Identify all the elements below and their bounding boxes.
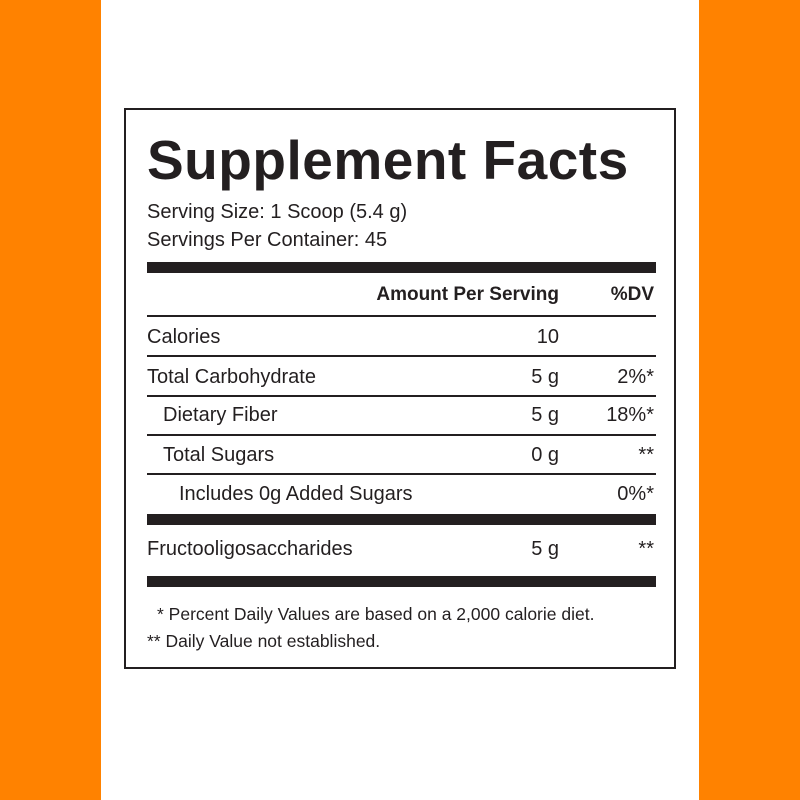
orange-side-bar-left — [0, 0, 101, 800]
row-name: Fructooligosaccharides — [147, 538, 353, 560]
row-dv: ** — [638, 444, 654, 466]
row-dv: 2%* — [617, 366, 654, 388]
table-row-total-carbohydrate: Total Carbohydrate 5 g 2%* — [147, 365, 656, 389]
row-dv: ** — [638, 538, 654, 560]
row-amount: 5 g — [531, 404, 559, 426]
supplement-facts-panel: Supplement Facts Serving Size: 1 Scoop (… — [124, 108, 676, 669]
footnote-dv-not-established: ** Daily Value not established. — [147, 631, 381, 651]
divider-thick — [147, 514, 656, 525]
divider-thick — [147, 262, 656, 273]
divider-thick — [147, 576, 656, 587]
footnote-percent-dv: * Percent Daily Values are based on a 2,… — [157, 604, 595, 624]
row-amount: 5 g — [531, 366, 559, 388]
row-name: Includes 0g Added Sugars — [179, 483, 413, 505]
row-amount: 5 g — [531, 538, 559, 560]
row-name: Calories — [147, 326, 221, 348]
table-row-dietary-fiber: Dietary Fiber 5 g 18%* — [147, 403, 656, 427]
divider — [147, 434, 656, 436]
table-row-calories: Calories 10 — [147, 325, 656, 349]
table-row-total-sugars: Total Sugars 0 g ** — [147, 443, 656, 467]
row-amount: 10 — [536, 326, 559, 348]
table-header: Amount Per Serving %DV — [147, 283, 656, 307]
row-name: Total Carbohydrate — [147, 366, 316, 388]
divider — [147, 355, 656, 357]
row-name: Total Sugars — [163, 444, 275, 466]
row-dv: 0%* — [617, 483, 654, 505]
table-row-added-sugars: Includes 0g Added Sugars 0%* — [147, 482, 656, 506]
row-name: Dietary Fiber — [163, 404, 278, 426]
row-dv: 18%* — [606, 404, 654, 426]
serving-size: Serving Size: 1 Scoop (5.4 g) — [147, 201, 408, 223]
orange-side-bar-right — [699, 0, 800, 800]
divider — [147, 315, 656, 317]
table-row-fructooligosaccharides: Fructooligosaccharides 5 g ** — [147, 537, 656, 561]
header-dv: %DV — [610, 284, 654, 305]
divider — [147, 473, 656, 475]
header-amount: Amount Per Serving — [376, 284, 559, 305]
divider — [147, 395, 656, 397]
panel-title: Supplement Facts — [147, 129, 629, 191]
row-amount: 0 g — [531, 444, 559, 466]
servings-per-container: Servings Per Container: 45 — [147, 229, 388, 251]
